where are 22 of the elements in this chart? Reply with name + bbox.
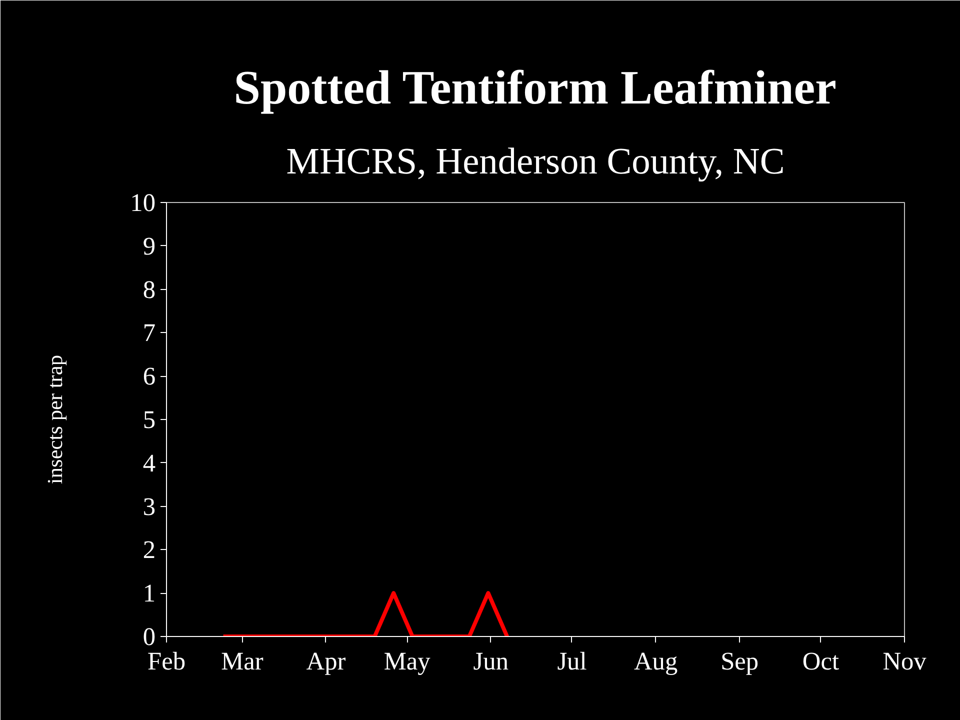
x-tick-label: Mar [221,648,264,676]
y-tick-label: 6 [142,362,156,391]
x-tick-label: Oct [802,648,839,676]
chart-title: Spotted Tentiform Leafminer [234,62,836,114]
y-tick-label: 3 [142,492,156,521]
x-tick-label: May [384,648,431,676]
chart-subtitle: MHCRS, Henderson County, NC [286,142,785,182]
y-tick-label: 1 [142,580,156,608]
x-tick-label: Jun [473,648,509,676]
x-tick-label: Apr [306,648,346,676]
y-axis-title: insects per trap [43,354,68,484]
y-tick-label: 10 [130,189,156,217]
x-tick-label: Aug [634,648,678,676]
y-tick-label: 5 [142,406,156,434]
x-tick-label: Sep [720,648,759,676]
y-tick-label: 4 [142,449,156,478]
y-tick-label: 9 [142,232,156,260]
x-tick-label: Nov [882,648,927,676]
x-tick-label: Jul [557,648,587,676]
y-tick-label: 7 [142,319,156,348]
y-tick-label: 8 [142,276,156,304]
y-tick-label: 2 [142,536,156,564]
